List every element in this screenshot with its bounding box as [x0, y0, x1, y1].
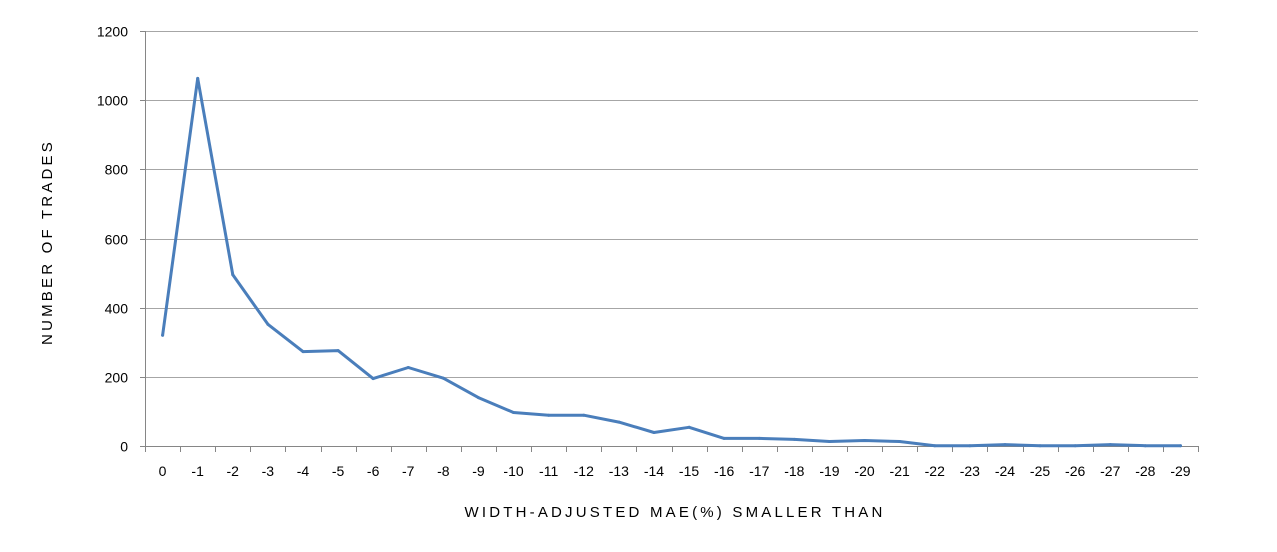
data-point — [933, 444, 937, 448]
x-tick-label: -3 — [262, 463, 275, 479]
x-tick-label: -14 — [644, 463, 664, 479]
data-point — [968, 444, 972, 448]
data-point — [161, 333, 165, 337]
x-tick-label: -15 — [679, 463, 699, 479]
data-point — [301, 350, 305, 354]
data-point — [441, 376, 445, 380]
x-tick-label: -6 — [367, 463, 380, 479]
x-tick-label: -11 — [539, 463, 558, 479]
data-point — [792, 437, 796, 441]
data-point — [266, 322, 270, 326]
series-lines — [161, 76, 1182, 448]
x-tick-label: -28 — [1135, 463, 1155, 479]
data-point — [1073, 444, 1077, 448]
x-tick-label: -26 — [1065, 463, 1085, 479]
data-point — [722, 436, 726, 440]
x-tick-label: -1 — [191, 463, 204, 479]
x-tick-labels: 0 -1 -2 -3 -4 -5 -6 -7 -8 -9 -10 -11 -12 -13 -14 -15 -16… — [159, 463, 1191, 479]
x-tick-label: -23 — [960, 463, 980, 479]
x-tick-label: -17 — [749, 463, 769, 479]
x-tick-label: -9 — [472, 463, 485, 479]
data-point — [1143, 444, 1147, 448]
data-point — [757, 436, 761, 440]
data-point — [547, 413, 551, 417]
x-tick-label: -18 — [784, 463, 804, 479]
x-tick-label: -24 — [995, 463, 1015, 479]
data-point — [512, 411, 515, 414]
axes — [140, 31, 1199, 452]
data-point — [1003, 443, 1007, 447]
data-point — [1108, 443, 1112, 447]
y-axis-title: NUMBER OF TRADES — [39, 139, 56, 345]
y-tick-label: 200 — [105, 370, 129, 386]
x-tick-label: -2 — [227, 463, 240, 479]
x-tick-label: -22 — [925, 463, 945, 479]
x-tick-label: -29 — [1170, 463, 1190, 479]
x-tick-label: -10 — [503, 463, 523, 479]
data-point — [1179, 444, 1182, 448]
y-tick-label: 0 — [120, 439, 128, 455]
data-point — [476, 396, 480, 400]
x-tick-label: -7 — [402, 463, 415, 479]
x-axis-title: WIDTH-ADJUSTED MAE(%) SMALLER THAN — [464, 504, 885, 521]
x-tick-label: -25 — [1030, 463, 1050, 479]
x-tick-label: -12 — [574, 463, 594, 479]
data-point — [652, 431, 656, 434]
data-point — [898, 440, 902, 443]
data-point — [196, 76, 200, 80]
y-tick-label: 1200 — [97, 24, 128, 40]
y-tick-label: 800 — [105, 162, 129, 178]
x-tick-label: -16 — [714, 463, 734, 479]
data-point — [371, 377, 375, 381]
data-point — [617, 420, 621, 424]
y-tick-label: 1000 — [97, 93, 128, 109]
gridlines — [145, 31, 1198, 378]
x-tick-label: -20 — [854, 463, 874, 479]
x-tick-label: -5 — [332, 463, 345, 479]
x-tick-label: -8 — [437, 463, 450, 479]
data-point — [828, 440, 831, 443]
data-point — [582, 413, 586, 417]
x-tick-label: -19 — [819, 463, 839, 479]
x-tick-label: -13 — [609, 463, 629, 479]
data-point — [231, 273, 235, 277]
data-point — [863, 439, 867, 442]
y-tick-label: 600 — [105, 232, 129, 248]
x-tick-label: 0 — [159, 463, 167, 479]
x-tick-label: -21 — [890, 463, 910, 479]
data-point — [1038, 444, 1042, 448]
x-tick-label: -27 — [1100, 463, 1120, 479]
data-point — [406, 366, 410, 369]
x-tick-label: -4 — [297, 463, 310, 479]
y-tick-label: 400 — [105, 301, 129, 317]
data-point — [336, 349, 340, 353]
data-point — [687, 425, 691, 429]
series-line — [161, 76, 1182, 448]
y-tick-labels: 0 200 400 600 800 1000 1200 — [97, 24, 128, 455]
